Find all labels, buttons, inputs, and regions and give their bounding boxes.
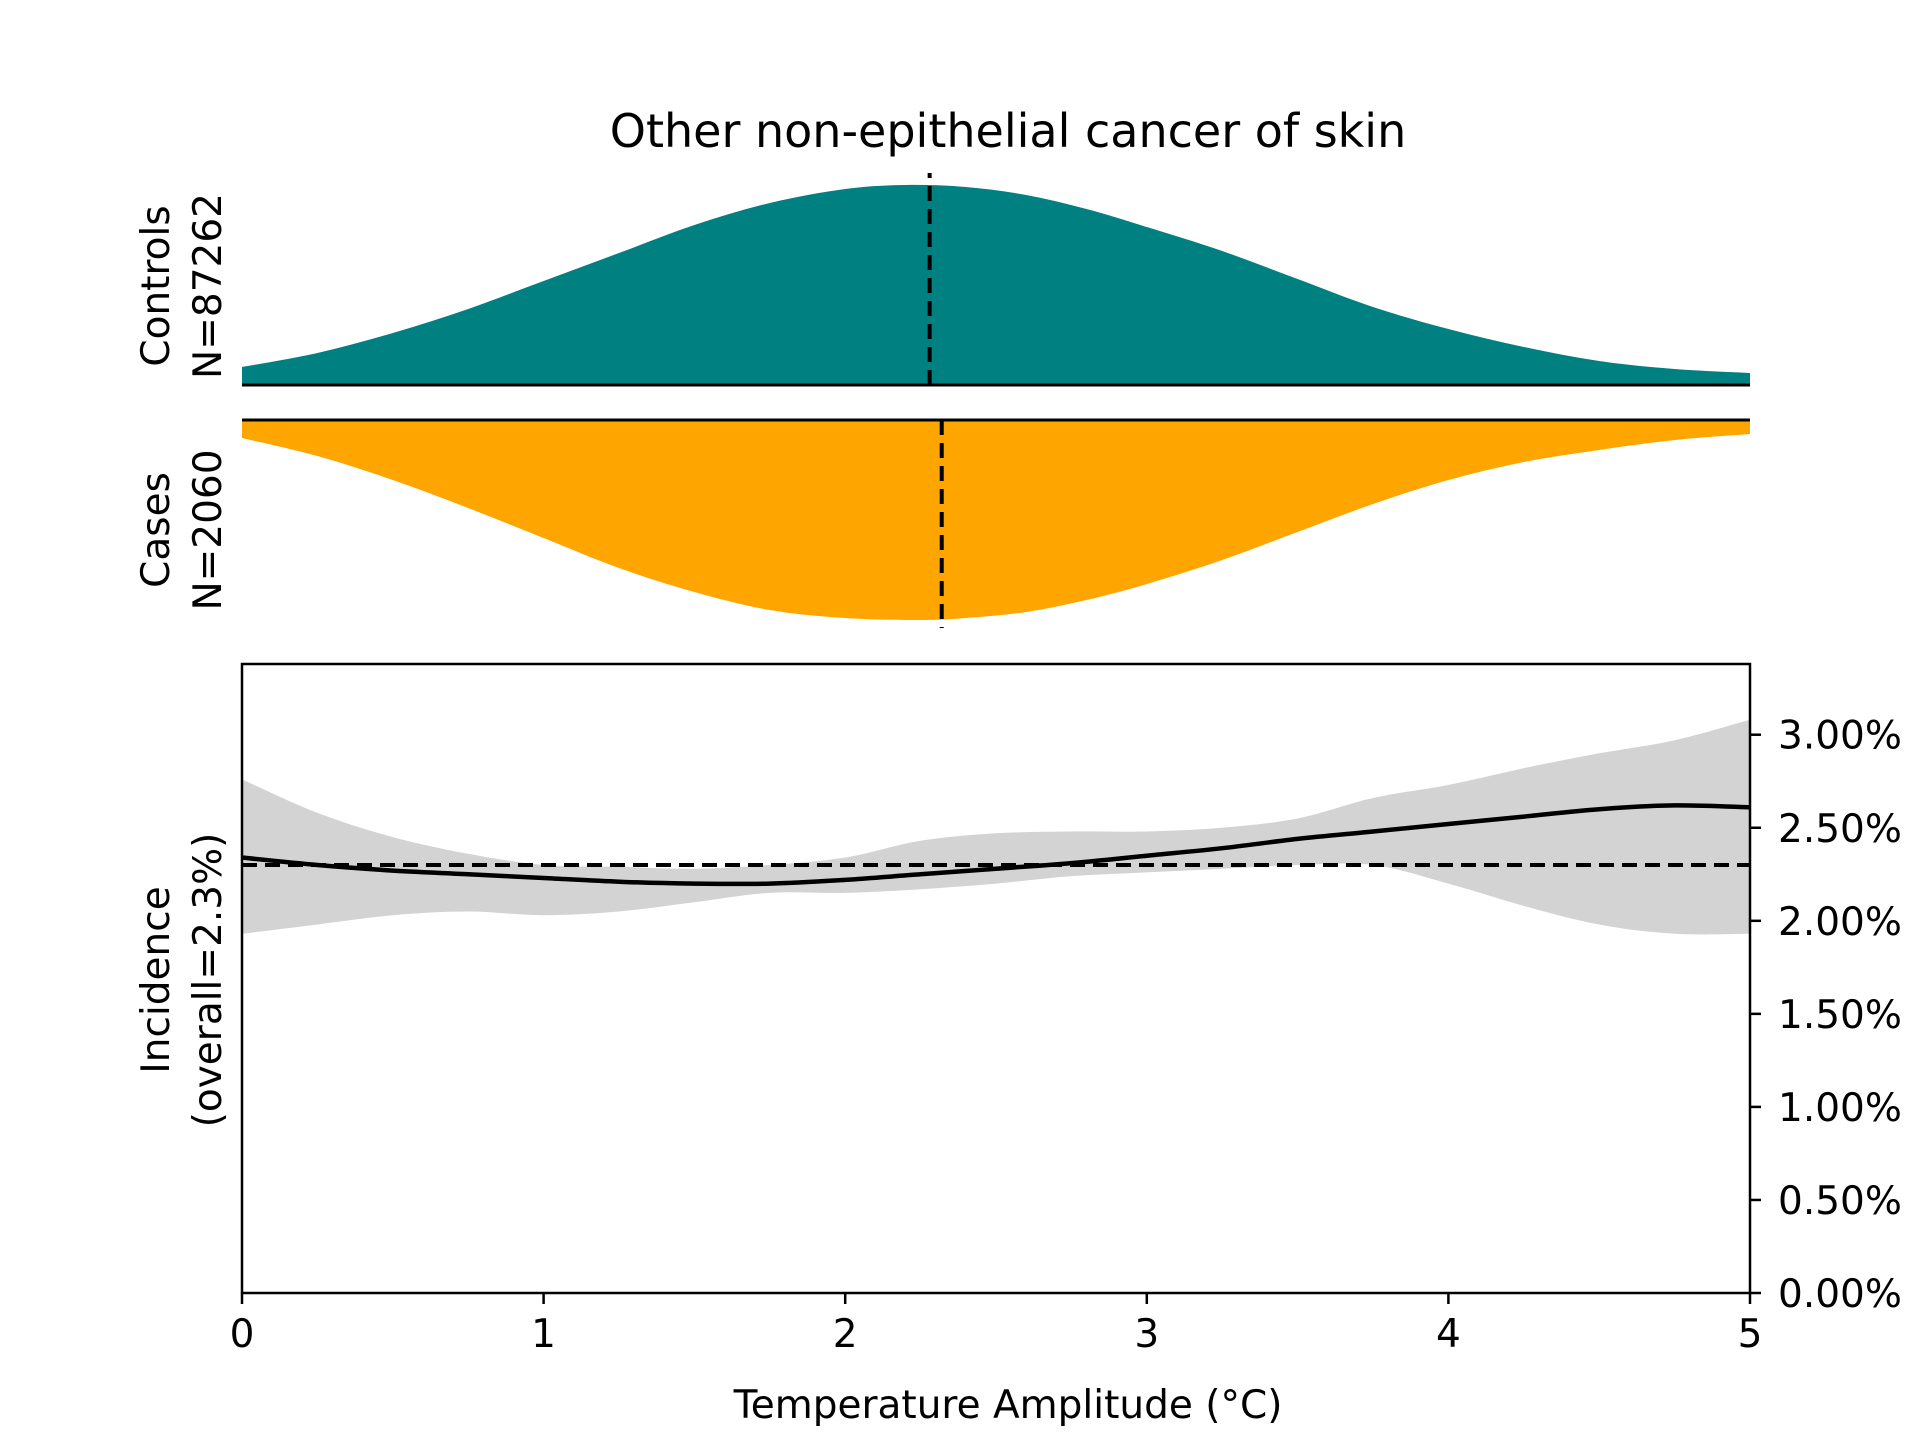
y-tick-label: 0.00% bbox=[1778, 1272, 1902, 1317]
x-axis-label: Temperature Amplitude (°C) bbox=[733, 1383, 1283, 1428]
controls-density-panel bbox=[242, 173, 1750, 387]
x-tick-label: 0 bbox=[230, 1312, 255, 1357]
x-tick-label: 5 bbox=[1738, 1312, 1763, 1357]
x-tick-label: 4 bbox=[1436, 1312, 1461, 1357]
y-tick-label: 2.50% bbox=[1778, 807, 1902, 852]
chart-title: Other non-epithelial cancer of skin bbox=[610, 104, 1406, 158]
controls-density-area bbox=[242, 184, 1750, 385]
y-tick-label: 0.50% bbox=[1778, 1179, 1902, 1224]
controls-label: Controls bbox=[134, 205, 179, 366]
y-tick-label: 1.00% bbox=[1778, 1086, 1902, 1131]
cases-n-label: N=2060 bbox=[186, 449, 231, 610]
incidence-ylabel: Incidence bbox=[134, 886, 179, 1073]
cases-density-area bbox=[242, 420, 1750, 620]
y-tick-label: 2.00% bbox=[1778, 900, 1902, 945]
x-tick-label: 1 bbox=[531, 1312, 556, 1357]
incidence-line bbox=[241, 803, 1751, 887]
incidence-panel: 0.00% 0.50% 1.00% 1.50% 2.00% 2.50% 3.00% 0 1 2 3 4… bbox=[230, 662, 1902, 1357]
x-tick-label: 3 bbox=[1134, 1312, 1159, 1357]
y-tick-label: 3.00% bbox=[1778, 714, 1902, 759]
controls-n-label: N=87262 bbox=[186, 193, 231, 379]
x-tick-label: 2 bbox=[833, 1312, 858, 1357]
incidence-ylabel-overall: (overall=2.3%) bbox=[186, 833, 231, 1128]
y-tick-label: 1.50% bbox=[1778, 993, 1902, 1038]
incidence-plot-frame bbox=[240, 662, 1752, 1295]
confidence-band bbox=[242, 719, 1750, 935]
cases-label: Cases bbox=[134, 472, 179, 588]
cases-density-panel bbox=[242, 418, 1750, 628]
